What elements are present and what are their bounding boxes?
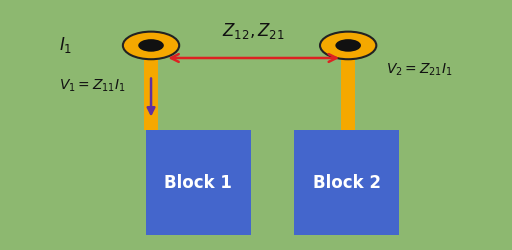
- Text: Block 2: Block 2: [313, 174, 381, 192]
- Circle shape: [335, 40, 361, 52]
- Text: $I_1$: $I_1$: [59, 35, 72, 55]
- Text: $V_1 = Z_{11}I_1$: $V_1 = Z_{11}I_1$: [59, 77, 125, 93]
- Circle shape: [320, 32, 376, 60]
- Bar: [146, 130, 251, 235]
- Circle shape: [138, 40, 164, 52]
- Text: Block 1: Block 1: [164, 174, 232, 192]
- Bar: [144, 52, 158, 130]
- Bar: [294, 130, 399, 235]
- Text: $V_2 = Z_{21}I_1$: $V_2 = Z_{21}I_1$: [387, 62, 453, 78]
- Bar: [341, 52, 355, 130]
- Circle shape: [123, 32, 179, 60]
- Text: $Z_{12}, Z_{21}$: $Z_{12}, Z_{21}$: [222, 21, 285, 41]
